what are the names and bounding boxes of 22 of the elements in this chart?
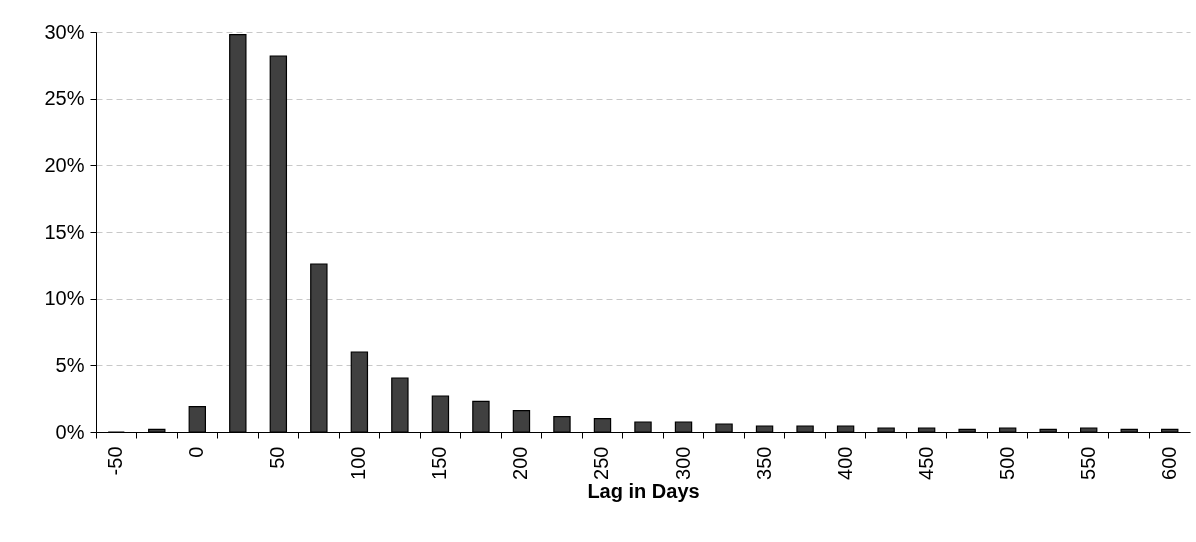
x-tick-label: 500 <box>995 446 1018 480</box>
x-tick-label: 450 <box>914 446 937 480</box>
x-axis-title: Lag in Days <box>587 479 700 502</box>
x-tick-label: -50 <box>104 446 127 476</box>
y-tick-label: 15% <box>44 220 85 243</box>
y-tick-label: 25% <box>44 87 85 110</box>
x-tick-label: 100 <box>347 446 370 480</box>
x-tick-label: 400 <box>833 446 856 480</box>
y-tick-label: 0% <box>55 420 85 443</box>
x-tick-label: 250 <box>590 446 613 480</box>
x-tick-label: 150 <box>428 446 451 480</box>
x-tick-label: 600 <box>1157 446 1180 480</box>
x-tick-label: 550 <box>1076 446 1099 480</box>
y-tick-label: 20% <box>44 153 85 176</box>
y-tick-label: 5% <box>55 353 85 376</box>
x-tick-label: 50 <box>266 446 289 469</box>
x-tick-label: 300 <box>671 446 694 480</box>
x-tick-label: 200 <box>509 446 532 480</box>
x-tick-label: 0 <box>185 446 208 458</box>
y-tick-label: 10% <box>44 287 85 310</box>
x-tick-label: 350 <box>752 446 775 480</box>
y-tick-label: 30% <box>44 20 85 43</box>
